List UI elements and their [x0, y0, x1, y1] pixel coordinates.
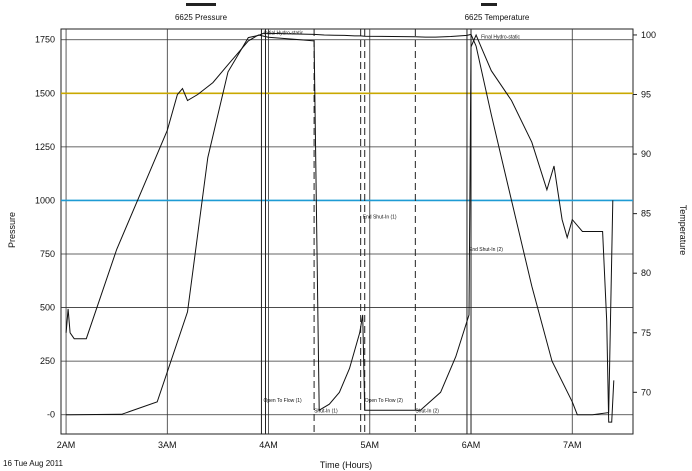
legend-swatch-pressure — [186, 3, 216, 6]
annotation-label: End Shut-In (2) — [469, 247, 503, 253]
y-left-tick-label: -0 — [47, 410, 55, 420]
legend-temperature-label: 6625 Temperature — [465, 13, 530, 22]
annotation-label: Open To Flow (2) — [365, 398, 404, 404]
annotation-label: Shut-In (1) — [314, 409, 338, 415]
y-right-tick-label: 85 — [641, 209, 651, 219]
x-tick-label: 4AM — [259, 440, 278, 450]
y-right-tick-label: 95 — [641, 90, 651, 100]
y-right-tick-label: 80 — [641, 268, 651, 278]
legend-pressure-label: 6625 Pressure — [175, 13, 228, 22]
x-tick-label: 2AM — [57, 440, 76, 450]
y-left-tick-label: 1250 — [35, 142, 55, 152]
legend: 6625 Pressure 6625 Temperature — [175, 3, 530, 22]
annotations: Initial Hydro-static Final Hydro-static En… — [263, 30, 520, 414]
x-axis-ticks: 2AM 3AM 4AM 5AM 6AM 7AM — [57, 440, 582, 450]
x-tick-label: 3AM — [158, 440, 177, 450]
series-lines — [65, 32, 615, 423]
reference-lines — [61, 92, 633, 202]
annotation-label: Initial Hydro-static — [263, 30, 303, 36]
y-right-tick-label: 90 — [641, 149, 651, 159]
y-right-tick-label: 70 — [641, 387, 651, 397]
plot-area — [60, 28, 634, 435]
y-axis-right-label: Temperature — [678, 205, 688, 256]
y-right-axis-ticks: 70 75 80 85 90 95 100 — [633, 30, 656, 397]
y-left-tick-label: 1000 — [35, 195, 55, 205]
y-left-tick-label: 750 — [40, 249, 55, 259]
annotation-label: Shut-In (2) — [415, 409, 439, 415]
annotation-label: Final Hydro-static — [481, 35, 520, 41]
x-tick-label: 7AM — [563, 440, 582, 450]
legend-swatch-temperature — [481, 3, 497, 6]
y-left-tick-label: 1750 — [35, 35, 55, 45]
y-left-tick-label: 250 — [40, 356, 55, 366]
x-tick-label: 6AM — [462, 440, 481, 450]
y-left-tick-label: 500 — [40, 303, 55, 313]
annotation-label: End Shut-In (1) — [363, 215, 397, 221]
x-tick-label: 5AM — [361, 440, 380, 450]
date-label: 16 Tue Aug 2011 — [3, 459, 63, 468]
annotation-label: Open To Flow (1) — [263, 398, 302, 404]
x-axis-label: Time (Hours) — [320, 460, 372, 470]
y-right-tick-label: 100 — [641, 30, 656, 40]
y-left-tick-label: 1500 — [35, 88, 55, 98]
series-line-pressure — [66, 32, 614, 416]
series-line-temperature — [65, 33, 615, 423]
y-axis-left-label: Pressure — [7, 212, 17, 248]
y-left-axis-ticks: -0 250 500 750 1000 1250 1500 1750 — [35, 35, 55, 420]
y-right-tick-label: 75 — [641, 328, 651, 338]
